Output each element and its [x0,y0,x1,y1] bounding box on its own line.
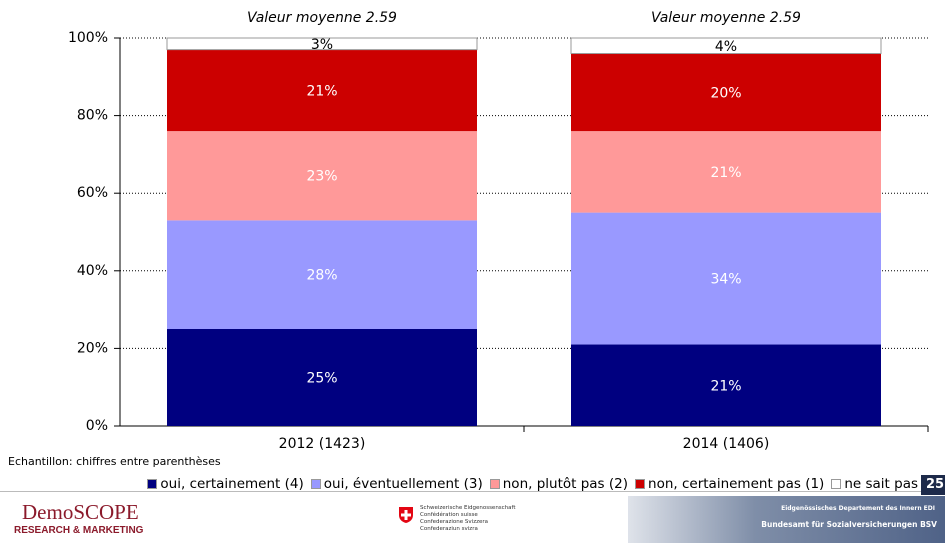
confed-line: Confédération suisse [420,512,478,518]
bar-segment [570,37,882,55]
bar-segment [167,49,477,132]
office: Bundesamt für Sozialversicherungen BSV [761,520,937,529]
legend-item: non, certainement pas (1) [635,476,824,492]
legend-item: non, plutôt pas (2) [489,476,629,492]
y-tick-label: 40% [77,263,108,279]
bar-segment [571,212,881,345]
y-tick-label: 0% [86,418,108,434]
annotation: Valeur moyenne 2.59 [651,10,801,26]
logo: DemoSCOPE [22,500,139,524]
y-tick-label: 80% [77,108,108,124]
bar-segment [571,131,881,213]
x-tick-label: 2014 (1406) [683,436,770,452]
value-label: 28% [306,268,337,284]
logo-sub: RESEARCH & MARKETING [14,525,144,536]
value-label: 21% [306,83,337,99]
chart: Echantillon: chiffres entre parenthèses … [8,10,929,468]
annotation: Valeur moyenne 2.59 [247,10,397,26]
banner: Eidgenössisches Departement des Innern E… [628,496,945,543]
page-number: 25 [921,475,945,495]
sample-note: Echantillon: chiffres entre parenthèses [8,455,221,468]
bar-segment [166,37,478,51]
value-label: 21% [710,378,741,394]
legend: oui, certainement (4) oui, éventuellement… [147,476,918,492]
dept: Eidgenössisches Departement des Innern E… [781,505,935,512]
confed-line: Confederazione Svizzera [420,519,488,525]
legend-label: oui, certainement (4) [160,476,304,492]
legend-label: non, certainement pas (1) [648,476,825,492]
value-label: 34% [710,272,741,288]
bar-segment [167,131,477,221]
confed-line: Confederaziun svizra [420,526,478,532]
x-tick-label: 2012 (1423) [279,436,366,452]
legend-item: ne sait pas [831,476,918,492]
swiss-shield [399,507,413,523]
y-tick-label: 20% [77,340,108,356]
legend-item: oui, certainement (4) [147,476,304,492]
value-label: 4% [715,39,737,55]
confederation: Schweizerische Eidgenossenschaft Confédér… [420,505,516,533]
legend-swatch [310,479,321,489]
value-label: 21% [710,165,741,181]
value-label: 25% [306,371,337,387]
legend-label: oui, éventuellement (3) [323,476,483,492]
legend-item: oui, éventuellement (3) [310,476,483,492]
bar-segment [167,220,477,329]
legend-swatch [489,479,500,489]
value-label: 23% [306,169,337,185]
value-label: 3% [311,37,333,53]
legend-label: non, plutôt pas (2) [502,476,629,492]
footer: DemoSCOPE RESEARCH & MARKETING Schweizer… [0,491,945,543]
legend-swatch [147,479,158,489]
legend-swatch [831,479,842,489]
y-tick-label: 60% [77,185,108,201]
value-label: 20% [710,85,741,101]
bar-segment [571,53,881,132]
legend-swatch [635,479,646,489]
bar-segment [571,344,881,426]
legend-label: ne sait pas [844,476,918,492]
bar-segment [167,329,477,426]
y-tick-label: 100% [68,30,108,46]
confed-line: Schweizerische Eidgenossenschaft [420,505,516,511]
